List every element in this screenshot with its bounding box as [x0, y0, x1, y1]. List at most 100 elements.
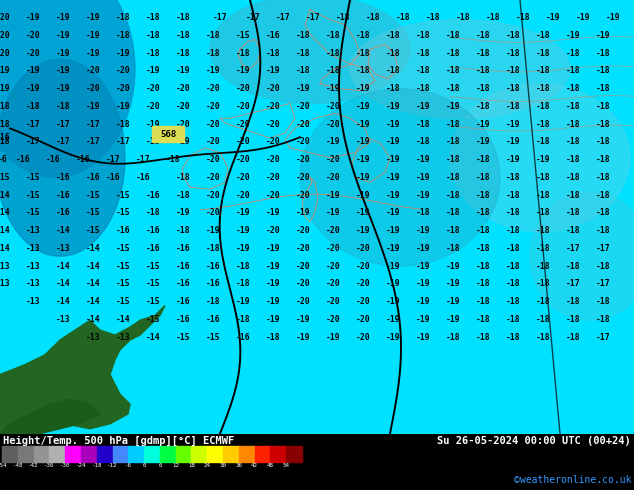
Text: -19: -19	[236, 226, 250, 235]
Text: -18: -18	[476, 155, 490, 164]
Bar	[176, 446, 191, 462]
Text: -6: -6	[125, 463, 132, 468]
Text: -18: -18	[91, 463, 102, 468]
Text: -20: -20	[236, 191, 250, 199]
Text: -18: -18	[476, 49, 490, 58]
Text: -13: -13	[0, 262, 10, 270]
Text: -18: -18	[536, 279, 550, 288]
Text: -20: -20	[266, 226, 280, 235]
Text: -20: -20	[86, 84, 100, 93]
Ellipse shape	[350, 20, 570, 118]
Text: -14: -14	[86, 244, 100, 253]
Text: -18: -18	[446, 67, 460, 75]
Text: -18: -18	[506, 67, 521, 75]
Text: -19: -19	[205, 67, 220, 75]
Text: -19: -19	[176, 208, 190, 218]
Text: -20: -20	[295, 191, 310, 199]
Text: -18: -18	[115, 120, 131, 129]
Text: -19: -19	[295, 208, 310, 218]
Text: -18: -18	[416, 49, 430, 58]
Bar	[160, 446, 176, 462]
Text: -14: -14	[86, 297, 100, 306]
Ellipse shape	[450, 84, 630, 232]
Text: -18: -18	[476, 173, 490, 182]
Text: -19: -19	[416, 262, 430, 270]
Text: -19: -19	[476, 137, 490, 147]
Text: -19: -19	[26, 84, 41, 93]
Text: -18: -18	[335, 13, 351, 22]
Text: -48: -48	[13, 463, 23, 468]
Text: -16: -16	[205, 315, 220, 324]
Text: -17: -17	[115, 137, 131, 147]
Text: -18: -18	[416, 120, 430, 129]
Text: -19: -19	[326, 208, 340, 218]
Text: -18: -18	[385, 84, 400, 93]
Text: -19: -19	[236, 244, 250, 253]
Text: -17: -17	[56, 120, 70, 129]
Text: -15: -15	[146, 279, 160, 288]
Text: -18: -18	[416, 67, 430, 75]
Text: -17: -17	[566, 279, 580, 288]
Text: -19: -19	[506, 120, 521, 129]
Text: -18: -18	[596, 173, 611, 182]
Text: -16: -16	[86, 173, 100, 182]
Text: -18: -18	[446, 244, 460, 253]
Text: -18: -18	[536, 333, 550, 342]
Text: -19: -19	[326, 191, 340, 199]
Text: -18: -18	[536, 31, 550, 40]
Text: -19: -19	[295, 315, 310, 324]
Text: 0: 0	[143, 463, 146, 468]
Text: -20: -20	[236, 137, 250, 147]
Text: -18: -18	[356, 31, 370, 40]
Text: -19: -19	[356, 102, 370, 111]
Text: -16: -16	[236, 333, 250, 342]
Text: -18: -18	[146, 208, 160, 218]
Text: -18: -18	[476, 208, 490, 218]
Text: -17: -17	[26, 120, 41, 129]
Text: -19: -19	[146, 67, 160, 75]
Text: -18: -18	[506, 297, 521, 306]
Polygon shape	[0, 306, 165, 434]
Text: -19: -19	[86, 102, 100, 111]
Text: -19: -19	[356, 155, 370, 164]
Text: -20: -20	[205, 137, 220, 147]
Text: -19: -19	[506, 137, 521, 147]
Text: -19: -19	[416, 155, 430, 164]
Text: -6: -6	[0, 155, 8, 164]
Text: -19: -19	[446, 315, 460, 324]
Text: -18: -18	[446, 49, 460, 58]
Text: -20: -20	[326, 297, 340, 306]
Text: -18: -18	[326, 49, 340, 58]
Text: -20: -20	[205, 173, 220, 182]
Text: -18: -18	[176, 191, 190, 199]
Text: -19: -19	[146, 120, 160, 129]
Text: -18: -18	[176, 49, 190, 58]
Text: -14: -14	[56, 279, 70, 288]
Text: -20: -20	[266, 137, 280, 147]
Text: -20: -20	[295, 173, 310, 182]
Text: -19: -19	[536, 155, 550, 164]
Text: -18: -18	[566, 333, 580, 342]
Text: -18: -18	[205, 49, 220, 58]
Text: -18: -18	[295, 67, 310, 75]
Text: -20: -20	[26, 31, 41, 40]
Text: -18: -18	[536, 315, 550, 324]
Text: -19: -19	[385, 155, 400, 164]
Text: -18: -18	[536, 137, 550, 147]
Text: -18: -18	[506, 31, 521, 40]
Text: -19: -19	[385, 137, 400, 147]
Text: ©weatheronline.co.uk: ©weatheronline.co.uk	[514, 475, 631, 485]
Text: -14: -14	[56, 262, 70, 270]
Text: -12: -12	[107, 463, 118, 468]
Text: -20: -20	[236, 173, 250, 182]
Text: -18: -18	[566, 102, 580, 111]
Text: -20: -20	[176, 120, 190, 129]
Text: -15: -15	[115, 297, 131, 306]
Text: -16: -16	[205, 279, 220, 288]
Bar	[65, 446, 81, 462]
Bar	[207, 446, 223, 462]
Text: -17: -17	[136, 155, 150, 164]
Text: -18: -18	[266, 333, 280, 342]
Text: -15: -15	[115, 279, 131, 288]
Text: -19: -19	[416, 102, 430, 111]
